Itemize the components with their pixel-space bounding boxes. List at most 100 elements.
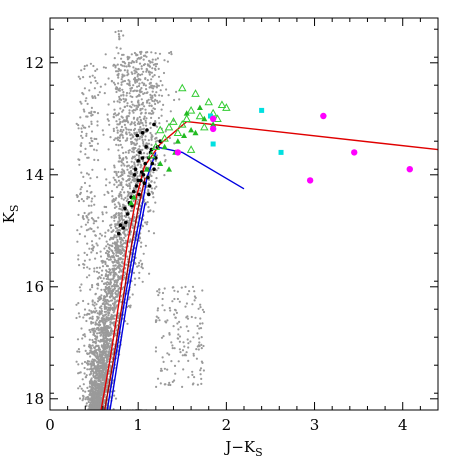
field-star <box>110 318 113 321</box>
field-star <box>140 412 142 414</box>
field-star <box>154 137 157 140</box>
field-star <box>83 235 87 238</box>
member-star-point <box>123 206 127 211</box>
field-star <box>114 64 117 67</box>
field-star <box>102 345 105 348</box>
field-star <box>110 190 114 193</box>
field-star <box>164 130 167 133</box>
field-star <box>104 251 108 255</box>
field-star <box>93 220 96 223</box>
field-star <box>146 99 149 102</box>
field-star <box>113 108 116 111</box>
field-star <box>189 340 192 343</box>
field-star <box>115 172 118 175</box>
field-star <box>102 282 106 285</box>
x-tick-label: 4 <box>398 416 408 434</box>
field-star <box>99 320 102 323</box>
field-star <box>139 52 142 56</box>
field-star <box>105 292 108 295</box>
field-star <box>131 411 133 413</box>
field-star <box>142 117 145 120</box>
field-star <box>130 193 133 196</box>
field-star <box>139 112 143 115</box>
field-star <box>86 395 89 399</box>
field-star <box>135 412 137 414</box>
field-star <box>126 233 129 236</box>
field-star <box>173 308 177 311</box>
field-star <box>120 164 123 167</box>
field-star <box>161 84 164 87</box>
field-star <box>130 415 132 417</box>
field-star <box>118 229 122 232</box>
field-star <box>91 384 94 387</box>
field-star <box>129 415 131 417</box>
field-star <box>173 142 176 145</box>
field-star <box>155 85 158 88</box>
field-star <box>134 412 136 414</box>
field-star <box>129 169 133 173</box>
field-star <box>132 271 136 274</box>
field-star <box>116 246 119 249</box>
field-star <box>104 282 107 285</box>
field-star <box>201 289 204 292</box>
field-star <box>135 104 138 107</box>
filled-triangle-point <box>201 115 208 122</box>
field-star <box>154 201 157 204</box>
y-axis-label-main: K <box>0 211 18 223</box>
field-star <box>127 225 130 228</box>
field-star <box>93 358 96 361</box>
field-star <box>135 107 138 110</box>
field-star <box>120 265 123 268</box>
field-star <box>158 122 161 125</box>
field-star <box>93 203 96 206</box>
field-star <box>150 71 153 74</box>
filled-triangle-point <box>130 194 137 200</box>
open-triangle-point <box>160 133 169 142</box>
field-star <box>128 413 130 415</box>
field-star <box>123 79 126 83</box>
field-star <box>83 67 86 70</box>
field-star <box>85 97 88 100</box>
field-star <box>145 412 147 414</box>
field-star <box>106 243 109 246</box>
field-star <box>145 67 148 71</box>
field-star <box>168 381 171 384</box>
field-star <box>128 296 131 299</box>
field-star <box>142 70 145 73</box>
field-star <box>122 198 125 201</box>
field-star <box>146 185 149 188</box>
field-star <box>140 410 142 412</box>
field-star <box>169 110 172 113</box>
field-star <box>132 90 135 93</box>
field-star <box>106 249 109 252</box>
field-star <box>116 136 120 139</box>
field-star <box>90 110 93 113</box>
field-star <box>99 365 102 368</box>
field-star <box>132 410 134 412</box>
field-star <box>82 108 85 111</box>
field-star <box>79 116 82 119</box>
field-star <box>143 413 145 415</box>
field-star <box>144 415 146 417</box>
field-star <box>110 307 113 310</box>
field-star <box>158 52 162 55</box>
field-star <box>184 354 188 357</box>
field-star <box>91 389 95 392</box>
field-star <box>126 165 129 168</box>
field-star <box>96 326 99 330</box>
field-star <box>135 412 137 414</box>
field-star <box>101 269 104 272</box>
field-star <box>103 319 106 322</box>
field-star <box>143 414 145 416</box>
field-star <box>157 67 160 70</box>
field-star <box>90 311 93 314</box>
field-star <box>131 411 133 413</box>
field-star <box>117 139 120 142</box>
field-star <box>119 175 122 178</box>
field-star <box>115 283 118 286</box>
field-star <box>105 240 108 243</box>
field-star <box>122 162 125 165</box>
field-star <box>85 402 88 405</box>
field-star <box>121 188 124 191</box>
field-star <box>177 360 180 363</box>
